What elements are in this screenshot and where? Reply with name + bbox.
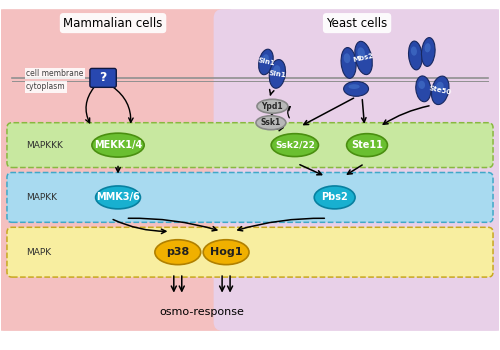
Text: Ssk2/22: Ssk2/22 bbox=[275, 141, 315, 149]
FancyBboxPatch shape bbox=[7, 173, 493, 222]
Ellipse shape bbox=[92, 133, 144, 157]
Ellipse shape bbox=[411, 47, 417, 56]
Ellipse shape bbox=[341, 48, 356, 78]
Ellipse shape bbox=[256, 116, 286, 130]
Text: Mammalian cells: Mammalian cells bbox=[64, 16, 162, 30]
Text: Ssk1: Ssk1 bbox=[261, 118, 281, 127]
Text: MAPKK: MAPKK bbox=[26, 193, 57, 202]
Ellipse shape bbox=[155, 240, 200, 265]
Ellipse shape bbox=[348, 84, 360, 89]
Ellipse shape bbox=[436, 82, 444, 91]
Text: cytoplasm: cytoplasm bbox=[26, 82, 66, 91]
Ellipse shape bbox=[422, 37, 435, 66]
Text: Ste50: Ste50 bbox=[428, 85, 452, 96]
Ellipse shape bbox=[258, 49, 274, 75]
FancyBboxPatch shape bbox=[214, 9, 500, 331]
Ellipse shape bbox=[346, 134, 388, 156]
Text: Ypd1: Ypd1 bbox=[262, 102, 283, 111]
Ellipse shape bbox=[271, 134, 318, 156]
Ellipse shape bbox=[262, 54, 269, 63]
Text: Pbs2: Pbs2 bbox=[322, 193, 348, 202]
Ellipse shape bbox=[314, 186, 355, 209]
Ellipse shape bbox=[408, 41, 422, 70]
FancyBboxPatch shape bbox=[90, 68, 117, 88]
Ellipse shape bbox=[424, 43, 430, 52]
FancyBboxPatch shape bbox=[7, 123, 493, 168]
Text: MMK3/6: MMK3/6 bbox=[96, 193, 140, 202]
Ellipse shape bbox=[269, 60, 285, 88]
Ellipse shape bbox=[355, 41, 372, 75]
Ellipse shape bbox=[344, 53, 350, 63]
Ellipse shape bbox=[273, 65, 280, 75]
Text: MAPKKK: MAPKKK bbox=[26, 141, 63, 149]
Text: ?: ? bbox=[100, 71, 107, 84]
Text: Yeast cells: Yeast cells bbox=[326, 16, 388, 30]
Text: p38: p38 bbox=[166, 247, 190, 257]
FancyBboxPatch shape bbox=[0, 9, 236, 331]
Text: cell membrane: cell membrane bbox=[26, 69, 84, 78]
Ellipse shape bbox=[257, 99, 288, 113]
Text: Mbs2: Mbs2 bbox=[352, 53, 374, 63]
Ellipse shape bbox=[418, 81, 425, 89]
Ellipse shape bbox=[203, 240, 249, 265]
Text: Sln1: Sln1 bbox=[268, 70, 286, 78]
Ellipse shape bbox=[344, 81, 368, 96]
Ellipse shape bbox=[432, 76, 449, 105]
Ellipse shape bbox=[96, 186, 140, 209]
Text: Ste11: Ste11 bbox=[351, 140, 383, 150]
Ellipse shape bbox=[416, 76, 431, 102]
Ellipse shape bbox=[358, 47, 365, 58]
Text: MAPK: MAPK bbox=[26, 248, 51, 257]
Text: Hog1: Hog1 bbox=[210, 247, 242, 257]
Text: osmo-response: osmo-response bbox=[160, 307, 244, 317]
Text: MEKK1/4: MEKK1/4 bbox=[94, 140, 142, 150]
FancyBboxPatch shape bbox=[7, 227, 493, 277]
Text: Sln1: Sln1 bbox=[257, 57, 275, 67]
